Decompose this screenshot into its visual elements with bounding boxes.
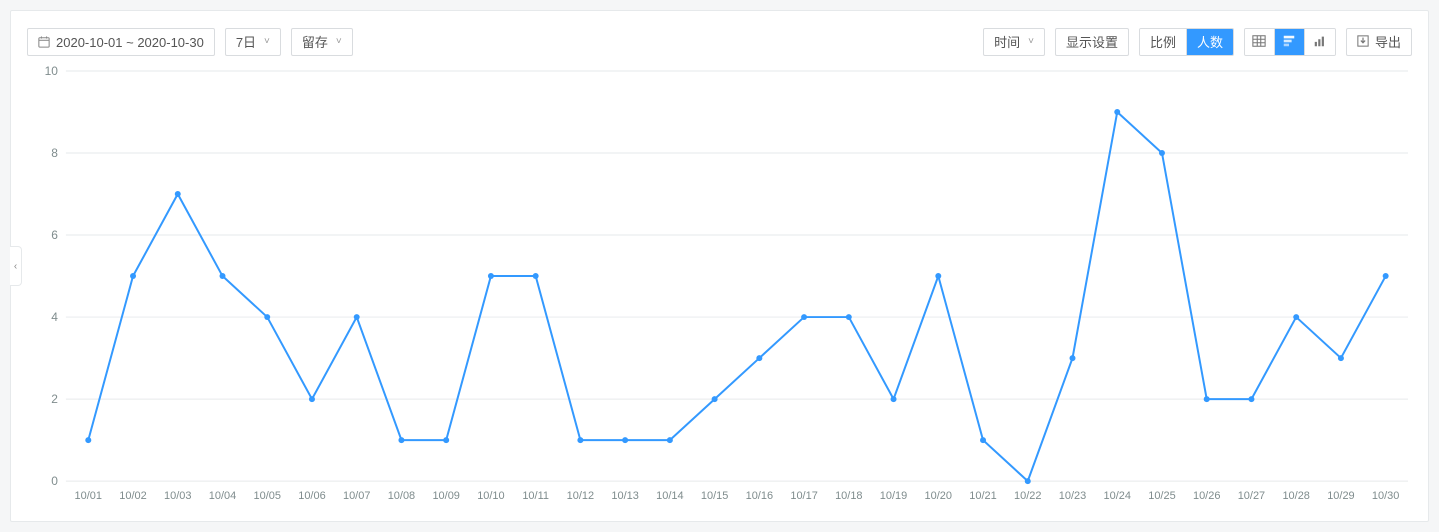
export-button[interactable]: 导出 [1346, 28, 1412, 56]
calendar-icon [38, 36, 50, 48]
count-button[interactable]: 人数 [1187, 29, 1233, 55]
svg-text:6: 6 [51, 228, 58, 242]
table-icon [1252, 34, 1266, 50]
svg-text:10/02: 10/02 [119, 490, 146, 502]
bar-chart-view-button[interactable] [1305, 29, 1335, 55]
svg-text:10/09: 10/09 [432, 490, 459, 502]
svg-text:10/07: 10/07 [343, 490, 370, 502]
svg-text:10/03: 10/03 [164, 490, 191, 502]
ratio-button[interactable]: 比例 [1140, 29, 1187, 55]
toolbar-right: 时间 ˅ 显示设置 比例 人数 [983, 28, 1412, 56]
svg-text:10/10: 10/10 [477, 490, 504, 502]
ratio-count-toggle: 比例 人数 [1139, 28, 1234, 56]
svg-text:0: 0 [51, 474, 58, 488]
table-view-button[interactable] [1245, 29, 1275, 55]
ratio-text: 比例 [1150, 36, 1176, 49]
time-dropdown[interactable]: 时间 ˅ [983, 28, 1045, 56]
svg-text:10/21: 10/21 [969, 490, 996, 502]
chevron-down-icon: ˅ [1028, 37, 1034, 47]
chevron-down-icon: ˅ [264, 37, 270, 47]
svg-text:10/26: 10/26 [1193, 490, 1220, 502]
svg-text:4: 4 [51, 310, 58, 324]
line-chart: 0 2 4 6 8 10 10/01 10/02 10/03 10/04 10/05 10/06 10/… [11, 61, 1428, 511]
heatmap-view-button[interactable] [1275, 29, 1305, 55]
chevron-down-icon: ˅ [336, 37, 342, 47]
svg-text:10/06: 10/06 [298, 490, 325, 502]
svg-text:10/05: 10/05 [254, 490, 281, 502]
svg-text:10/08: 10/08 [388, 490, 415, 502]
svg-text:10/24: 10/24 [1104, 490, 1131, 502]
export-text: 导出 [1375, 36, 1401, 49]
svg-text:10/30: 10/30 [1372, 490, 1399, 502]
retention-text: 留存 [302, 36, 328, 49]
svg-text:2: 2 [51, 392, 58, 406]
svg-text:10/14: 10/14 [656, 490, 683, 502]
count-text: 人数 [1197, 36, 1223, 49]
retention-dropdown[interactable]: 留存 ˅ [291, 28, 353, 56]
svg-text:10/16: 10/16 [746, 490, 773, 502]
svg-text:10/25: 10/25 [1148, 490, 1175, 502]
bar-chart-icon [1313, 34, 1327, 50]
svg-text:10: 10 [45, 64, 59, 78]
svg-text:10/22: 10/22 [1014, 490, 1041, 502]
svg-text:10/29: 10/29 [1327, 490, 1354, 502]
date-range-text: 2020-10-01 ~ 2020-10-30 [56, 36, 204, 49]
view-mode-toggle [1244, 28, 1336, 56]
svg-text:10/19: 10/19 [880, 490, 907, 502]
time-text: 时间 [994, 36, 1020, 49]
svg-text:10/13: 10/13 [611, 490, 638, 502]
period-text: 7日 [236, 36, 256, 49]
svg-text:10/28: 10/28 [1282, 490, 1309, 502]
toolbar-left: 2020-10-01 ~ 2020-10-30 7日 ˅ 留存 ˅ [27, 28, 353, 56]
display-settings-button[interactable]: 显示设置 [1055, 28, 1129, 56]
svg-text:10/17: 10/17 [790, 490, 817, 502]
chart-area: 0 2 4 6 8 10 10/01 10/02 10/03 10/04 10/05 10/06 10/… [11, 61, 1428, 511]
svg-text:10/27: 10/27 [1238, 490, 1265, 502]
svg-text:10/01: 10/01 [75, 490, 102, 502]
svg-text:10/11: 10/11 [522, 490, 549, 502]
chart-panel: ‹ 2020-10-01 ~ 2020-10-30 7日 ˅ 留存 ˅ 时间 ˅ [10, 10, 1429, 522]
heatmap-icon [1282, 34, 1296, 50]
svg-text:8: 8 [51, 146, 58, 160]
svg-text:10/18: 10/18 [835, 490, 862, 502]
svg-text:10/12: 10/12 [567, 490, 594, 502]
period-dropdown[interactable]: 7日 ˅ [225, 28, 281, 56]
svg-text:10/20: 10/20 [925, 490, 952, 502]
export-icon [1357, 35, 1369, 49]
svg-text:10/04: 10/04 [209, 490, 236, 502]
display-settings-text: 显示设置 [1066, 36, 1118, 49]
date-range-picker[interactable]: 2020-10-01 ~ 2020-10-30 [27, 28, 215, 56]
svg-text:10/15: 10/15 [701, 490, 728, 502]
toolbar: 2020-10-01 ~ 2020-10-30 7日 ˅ 留存 ˅ 时间 ˅ 显… [11, 11, 1428, 61]
svg-text:10/23: 10/23 [1059, 490, 1086, 502]
